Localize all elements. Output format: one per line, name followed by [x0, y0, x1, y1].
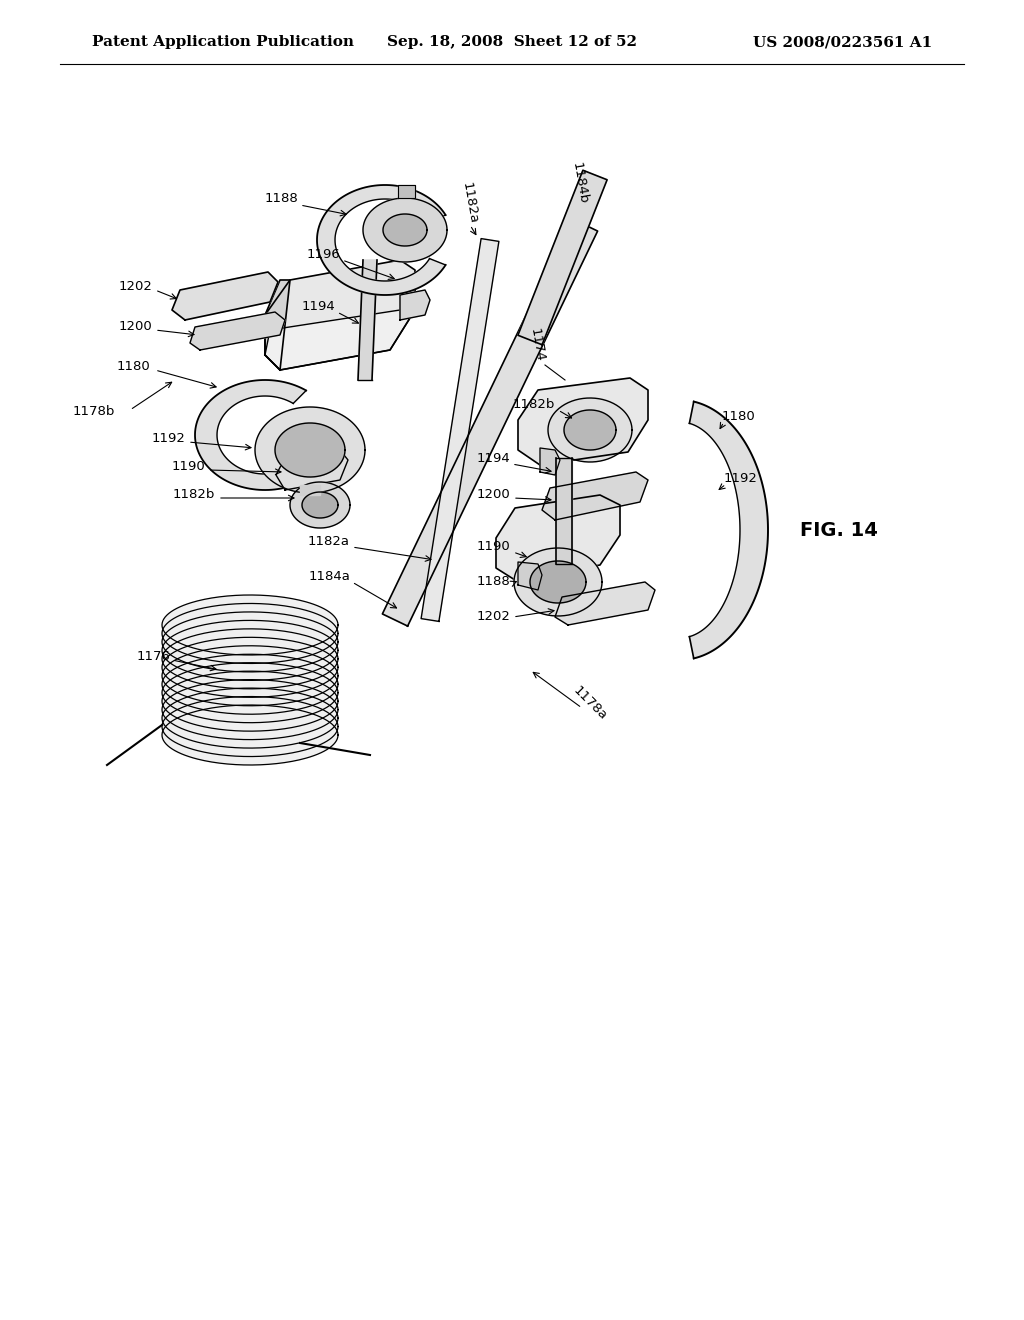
Polygon shape: [400, 290, 430, 319]
Text: 1180: 1180: [117, 360, 150, 374]
Polygon shape: [162, 612, 338, 672]
Text: 1182a: 1182a: [460, 181, 480, 224]
Text: 1188: 1188: [264, 191, 298, 205]
Polygon shape: [162, 638, 338, 697]
Polygon shape: [302, 492, 338, 517]
Polygon shape: [255, 407, 365, 492]
Polygon shape: [172, 272, 278, 319]
Text: 1202: 1202: [476, 610, 510, 623]
Text: 1180: 1180: [722, 411, 756, 422]
Polygon shape: [162, 680, 338, 739]
Polygon shape: [542, 473, 648, 520]
Polygon shape: [162, 655, 338, 714]
Polygon shape: [548, 399, 632, 462]
Text: 1194: 1194: [476, 451, 510, 465]
Polygon shape: [162, 705, 338, 766]
Polygon shape: [518, 378, 648, 465]
Polygon shape: [556, 458, 572, 564]
Text: FIG. 14: FIG. 14: [800, 520, 878, 540]
Polygon shape: [162, 620, 338, 680]
Text: 1182a: 1182a: [308, 535, 350, 548]
Text: 1176: 1176: [136, 649, 170, 663]
Polygon shape: [530, 561, 586, 603]
Polygon shape: [555, 582, 655, 624]
Text: 1178a: 1178a: [570, 684, 609, 723]
Polygon shape: [265, 260, 415, 370]
Polygon shape: [162, 697, 338, 756]
Text: Sep. 18, 2008  Sheet 12 of 52: Sep. 18, 2008 Sheet 12 of 52: [387, 36, 637, 49]
Text: 1200: 1200: [118, 319, 152, 333]
Text: 1184a: 1184a: [308, 570, 350, 583]
Text: 1202: 1202: [118, 280, 152, 293]
Polygon shape: [265, 310, 415, 370]
Text: 1188: 1188: [476, 576, 510, 587]
Polygon shape: [317, 185, 445, 294]
Polygon shape: [382, 219, 598, 626]
Polygon shape: [162, 688, 338, 748]
Polygon shape: [518, 170, 607, 345]
Text: 1200: 1200: [476, 488, 510, 502]
Text: 1192: 1192: [152, 432, 185, 445]
Text: 1184b: 1184b: [570, 161, 590, 205]
Text: 1196: 1196: [306, 248, 340, 261]
Text: 1174: 1174: [528, 327, 547, 363]
Polygon shape: [162, 663, 338, 722]
Polygon shape: [518, 562, 542, 590]
Polygon shape: [300, 484, 319, 495]
Polygon shape: [689, 401, 768, 659]
Polygon shape: [362, 198, 447, 261]
Polygon shape: [421, 239, 499, 622]
Text: 1182b: 1182b: [173, 488, 215, 502]
Text: Patent Application Publication: Patent Application Publication: [92, 36, 354, 49]
Polygon shape: [358, 260, 377, 380]
Text: 1192: 1192: [724, 473, 758, 484]
Text: 1190: 1190: [476, 540, 510, 553]
Polygon shape: [540, 447, 560, 475]
Polygon shape: [265, 280, 290, 370]
Polygon shape: [275, 422, 345, 477]
Polygon shape: [398, 185, 415, 198]
Polygon shape: [162, 645, 338, 706]
Text: 1190: 1190: [171, 459, 205, 473]
Polygon shape: [383, 214, 427, 246]
Polygon shape: [190, 312, 285, 350]
Polygon shape: [162, 671, 338, 731]
Polygon shape: [276, 450, 348, 490]
Text: 1182b: 1182b: [513, 399, 555, 411]
Text: 1194: 1194: [301, 300, 335, 313]
Polygon shape: [162, 595, 338, 655]
Polygon shape: [195, 380, 306, 490]
Polygon shape: [162, 628, 338, 689]
Text: US 2008/0223561 A1: US 2008/0223561 A1: [753, 36, 932, 49]
Polygon shape: [496, 495, 620, 579]
Polygon shape: [514, 548, 602, 616]
Text: 1178b: 1178b: [73, 405, 115, 418]
Polygon shape: [290, 482, 350, 528]
Polygon shape: [564, 411, 616, 450]
Polygon shape: [162, 603, 338, 664]
